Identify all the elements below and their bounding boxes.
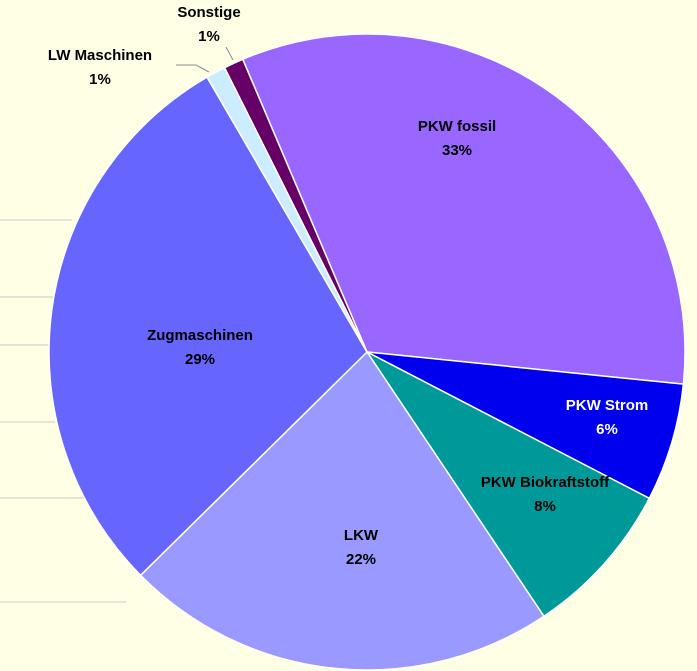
pie-slice [48,76,368,577]
slice-value-label: 6% [596,421,618,438]
slice-name: PKW Biokraftstoff [481,474,610,491]
pie-slice [139,350,545,671]
leader-lines [176,46,234,73]
slice-name: PKW fossil [418,118,496,135]
slice-value-label: 22% [346,551,376,568]
slice-value-label: 29% [185,351,215,368]
slice-value-label: 1% [198,28,220,45]
background-lines [0,219,126,603]
slice-name: Zugmaschinen [147,327,253,344]
pie-slice [241,33,686,385]
slice-value-label: 1% [89,71,111,88]
slice-value-label: 33% [442,142,472,159]
pie-slice [366,351,685,500]
pie-slice [366,351,651,618]
pie-slice [223,58,368,353]
slice-name: PKW Strom [566,397,649,414]
pie [48,33,686,671]
slice-name: LW Maschinen [48,47,152,64]
slice-value-label: 8% [534,498,556,515]
labels: PKW fossil 33% PKW Strom 6% PKW Biokraftstof… [48,4,648,568]
slice-name: Sonstige [177,4,240,21]
slice-name: LKW [344,527,379,544]
